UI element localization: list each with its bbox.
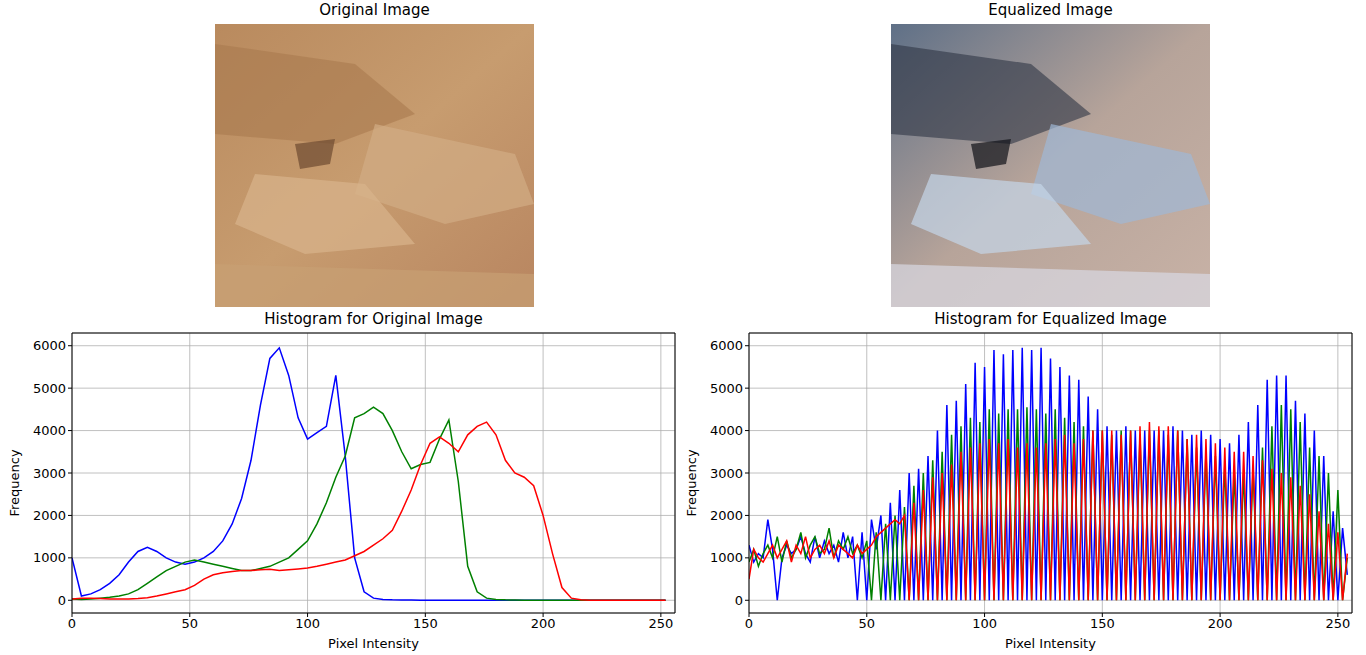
- svg-text:3000: 3000: [33, 466, 66, 481]
- svg-text:5000: 5000: [33, 381, 66, 396]
- svg-text:1000: 1000: [710, 550, 743, 565]
- svg-text:1000: 1000: [33, 550, 66, 565]
- html-text:Equalized Image: Equalized Image: [988, 1, 1113, 19]
- svg-text:6000: 6000: [33, 338, 66, 353]
- svg-text:250: 250: [648, 616, 673, 631]
- svg-text:250: 250: [1325, 616, 1350, 631]
- svg-text:2000: 2000: [710, 508, 743, 523]
- html-text:Pixel Intensity: Pixel Intensity: [328, 636, 419, 651]
- svg-text:50: 50: [182, 616, 199, 631]
- svg-text:4000: 4000: [33, 423, 66, 438]
- svg-text:4000: 4000: [710, 423, 743, 438]
- svg-text:150: 150: [413, 616, 438, 631]
- svg-text:6000: 6000: [710, 338, 743, 353]
- svg-text:3000: 3000: [710, 466, 743, 481]
- svg-text:0: 0: [745, 616, 753, 631]
- svg-text:100: 100: [972, 616, 997, 631]
- html-text:Histogram for Equalized Image: Histogram for Equalized Image: [934, 310, 1167, 328]
- svg-text:50: 50: [859, 616, 876, 631]
- svg-text:5000: 5000: [710, 381, 743, 396]
- svg-text:2000: 2000: [33, 508, 66, 523]
- svg-text:100: 100: [295, 616, 320, 631]
- svg-text:150: 150: [1090, 616, 1115, 631]
- html-text:Histogram for Original Image: Histogram for Original Image: [264, 310, 483, 328]
- svg-text:0: 0: [68, 616, 76, 631]
- svg-text:0: 0: [735, 593, 743, 608]
- html-text:Pixel Intensity: Pixel Intensity: [1005, 636, 1096, 651]
- svg-text:200: 200: [1208, 616, 1233, 631]
- html-text:Frequency: Frequency: [683, 449, 699, 517]
- html-text:Frequency: Frequency: [6, 449, 22, 517]
- svg-text:0: 0: [58, 593, 66, 608]
- svg-text:200: 200: [531, 616, 556, 631]
- html-text:Original Image: Original Image: [319, 1, 430, 19]
